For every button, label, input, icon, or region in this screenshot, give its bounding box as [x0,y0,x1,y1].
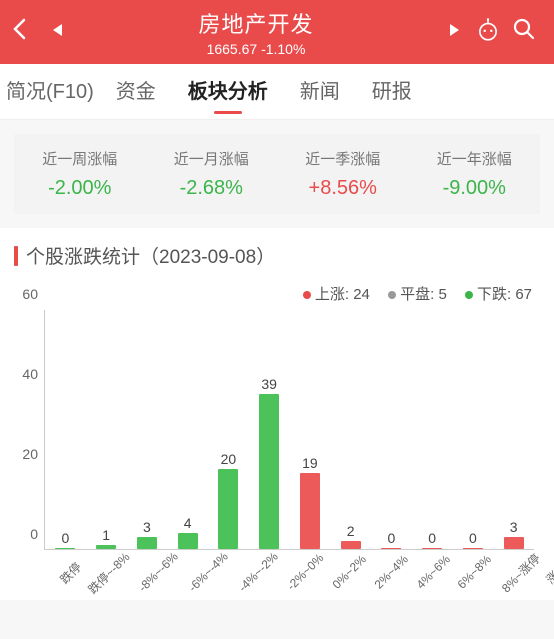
bar-value-label: 39 [261,376,277,392]
index-change: -1.10% [261,41,305,57]
plot-area: 013420391920003 [44,310,534,550]
legend-up-label: 上涨 [315,286,345,303]
bar-value-label: 4 [184,515,192,531]
bar-group: 20 [208,310,249,549]
bar [341,541,361,549]
header-bar: 房地产开发 1665.67 -1.10% [0,0,554,64]
header-center: 房地产开发 1665.67 -1.10% [72,7,440,57]
tab-research[interactable]: 研报 [356,64,428,120]
section-title: 个股涨跌统计（2023-09-08） [26,242,275,269]
bars-container: 013420391920003 [45,310,534,549]
tab-sector-analysis[interactable]: 板块分析 [172,64,284,120]
bar-value-label: 3 [510,519,518,535]
bar-group: 0 [371,310,412,549]
bar-value-label: 0 [469,530,477,546]
legend-down-label: 下跌 [477,286,507,303]
bar [259,394,279,549]
tab-funds[interactable]: 资金 [100,64,172,120]
tab-overview[interactable]: 简况(F10) [6,64,100,120]
bar [218,469,238,549]
period-value: +8.56% [277,177,409,200]
bar [381,548,401,549]
bar [300,473,320,549]
period-returns-card: 近一周涨幅 -2.00% 近一月涨幅 -2.68% 近一季涨幅 +8.56% 近… [14,134,540,214]
period-value: -2.68% [146,177,278,200]
bar-group: 3 [493,310,534,549]
assistant-button[interactable] [470,17,506,48]
bar-group: 2 [330,310,371,549]
header-subtitle: 1665.67 -1.10% [72,41,440,57]
bar [96,545,116,549]
bar-value-label: 20 [221,451,237,467]
y-tick: 40 [22,366,38,382]
bar-group: 0 [412,310,453,549]
tab-news[interactable]: 新闻 [284,64,356,120]
bar-value-label: 0 [61,530,69,546]
y-tick: 60 [22,286,38,302]
period-value: -2.00% [14,177,146,200]
bar-value-label: 2 [347,523,355,539]
period-week: 近一周涨幅 -2.00% [14,148,146,200]
bar-group: 1 [86,310,127,549]
bar-value-label: 19 [302,455,318,471]
period-quarter: 近一季涨幅 +8.56% [277,148,409,200]
search-icon [512,17,536,41]
triangle-right-icon [448,22,462,38]
y-tick: 20 [22,446,38,462]
index-value: 1665.67 [207,41,258,57]
legend-dot-flat-icon [388,291,396,299]
period-label: 近一季涨幅 [277,148,409,169]
period-label: 近一年涨幅 [409,148,541,169]
legend-dot-up-icon [303,291,311,299]
chart-legend: 上涨: 24 平盘: 5 下跌: 67 [0,279,554,310]
period-value: -9.00% [409,177,541,200]
bar [137,537,157,549]
chevron-left-icon [12,18,26,40]
period-month: 近一月涨幅 -2.68% [146,148,278,200]
bar-value-label: 0 [387,530,395,546]
section-title-row: 个股涨跌统计（2023-09-08） [0,242,554,279]
period-label: 近一周涨幅 [14,148,146,169]
legend-dot-down-icon [465,291,473,299]
prev-button[interactable] [42,22,72,43]
bar [55,548,75,549]
bar-group: 4 [167,310,208,549]
header-title: 房地产开发 [72,7,440,39]
y-tick: 0 [30,526,38,542]
legend-up-count: 24 [353,286,370,303]
bar-group: 3 [127,310,168,549]
bar [463,548,483,549]
legend-flat-label: 平盘 [400,286,430,303]
tab-bar: 简况(F10) 资金 板块分析 新闻 研报 [0,64,554,120]
bar-group: 0 [45,310,86,549]
back-button[interactable] [12,18,42,47]
period-label: 近一月涨幅 [146,148,278,169]
bar-value-label: 0 [428,530,436,546]
bar [178,533,198,549]
search-button[interactable] [506,17,542,47]
robot-icon [475,17,501,43]
bar-value-label: 1 [102,527,110,543]
bar [504,537,524,549]
legend-flat-count: 5 [438,286,446,303]
bar-group: 0 [453,310,494,549]
x-tick-label: 8%~涨停 [498,550,554,620]
histogram-section: 个股涨跌统计（2023-09-08） 上涨: 24 平盘: 5 下跌: 67 0… [0,228,554,600]
next-button[interactable] [440,22,470,43]
section-accent-bar [14,246,18,266]
bar [422,548,442,549]
y-axis: 0204060 [14,310,42,550]
triangle-left-icon [50,22,64,38]
legend-down-count: 67 [515,286,532,303]
bar-group: 19 [290,310,331,549]
histogram-chart: 0204060 013420391920003 跌停跌停~-8%-8%~-6%-… [14,310,540,600]
bar-group: 39 [249,310,290,549]
bar-value-label: 3 [143,519,151,535]
x-axis: 跌停跌停~-8%-8%~-6%-6%~-4%-4%~-2%-2%~0%0%~2%… [44,550,534,600]
period-year: 近一年涨幅 -9.00% [409,148,541,200]
